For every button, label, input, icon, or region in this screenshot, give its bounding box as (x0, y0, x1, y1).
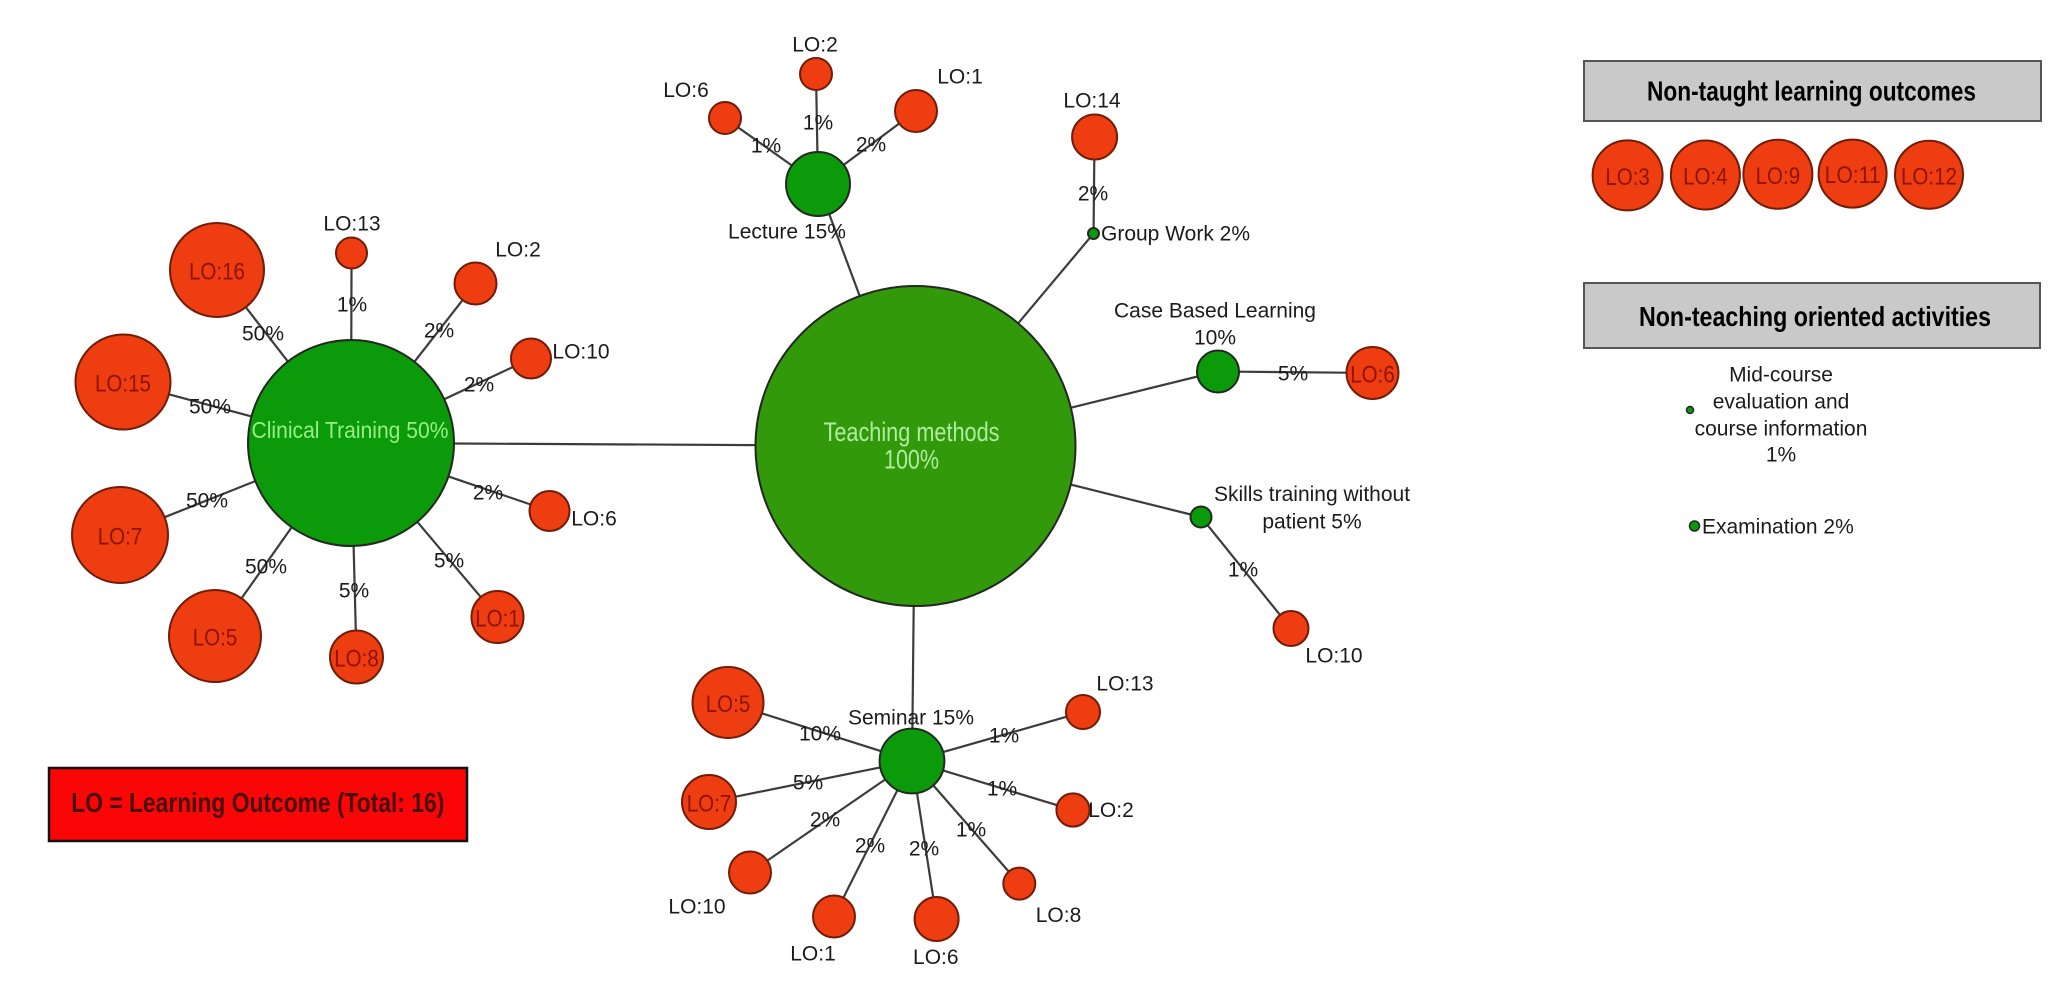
svg-text:1%: 1% (987, 777, 1017, 800)
svg-text:50%: 50% (242, 322, 284, 345)
svg-text:2%: 2% (856, 133, 886, 156)
svg-text:LO:11: LO:11 (1825, 162, 1881, 189)
svg-text:LO:4: LO:4 (1683, 164, 1728, 191)
svg-text:Teaching methods: Teaching methods (824, 417, 1000, 447)
svg-text:LO:9: LO:9 (1756, 163, 1801, 190)
svg-text:Non-teaching oriented activiti: Non-teaching oriented activities (1639, 301, 1991, 332)
svg-text:1%: 1% (1228, 558, 1258, 581)
svg-text:5%: 5% (793, 771, 823, 794)
svg-text:LO:10: LO:10 (1305, 644, 1362, 667)
svg-text:LO:3: LO:3 (1605, 164, 1650, 191)
svg-text:Examination 2%: Examination 2% (1702, 515, 1854, 538)
svg-text:5%: 5% (434, 549, 464, 572)
svg-text:50%: 50% (189, 395, 231, 418)
svg-text:1%: 1% (956, 818, 986, 841)
svg-text:1%: 1% (989, 724, 1019, 747)
svg-text:LO:8: LO:8 (334, 646, 379, 673)
svg-text:course information: course information (1695, 417, 1868, 440)
svg-text:LO:13: LO:13 (1096, 672, 1153, 695)
svg-text:5%: 5% (1278, 362, 1308, 385)
svg-text:LO:6: LO:6 (663, 79, 709, 102)
svg-text:LO:12: LO:12 (1901, 163, 1957, 190)
svg-text:Skills training without: Skills training without (1214, 483, 1410, 506)
svg-text:evaluation and: evaluation and (1713, 390, 1850, 413)
svg-text:Non-taught learning outcomes: Non-taught learning outcomes (1647, 76, 1976, 107)
svg-text:LO:2: LO:2 (792, 33, 838, 56)
svg-text:10%: 10% (1194, 326, 1236, 349)
svg-text:LO:7: LO:7 (687, 791, 732, 818)
svg-text:LO:2: LO:2 (1088, 799, 1134, 822)
svg-text:LO:1: LO:1 (790, 942, 836, 965)
svg-text:LO:13: LO:13 (323, 212, 380, 235)
svg-text:LO:1: LO:1 (937, 65, 983, 88)
svg-text:LO:1: LO:1 (475, 606, 520, 633)
svg-text:Seminar 15%: Seminar 15% (848, 706, 974, 729)
svg-text:1%: 1% (751, 134, 781, 157)
svg-text:10%: 10% (799, 722, 841, 745)
svg-text:LO:8: LO:8 (1036, 904, 1082, 927)
svg-text:LO:2: LO:2 (495, 238, 541, 261)
svg-text:LO:5: LO:5 (193, 625, 238, 652)
svg-text:2%: 2% (810, 808, 840, 831)
svg-text:2%: 2% (473, 481, 503, 504)
svg-text:1%: 1% (803, 111, 833, 134)
svg-text:LO:6: LO:6 (913, 946, 959, 969)
svg-text:LO:15: LO:15 (95, 371, 151, 398)
svg-text:2%: 2% (464, 373, 494, 396)
svg-text:2%: 2% (424, 319, 454, 342)
svg-text:50%: 50% (186, 489, 228, 512)
svg-text:5%: 5% (339, 579, 369, 602)
svg-text:1%: 1% (1766, 443, 1796, 466)
svg-text:LO:14: LO:14 (1063, 89, 1121, 112)
svg-text:2%: 2% (1078, 182, 1108, 205)
svg-text:Mid-course: Mid-course (1729, 363, 1833, 386)
svg-text:Lecture 15%: Lecture 15% (728, 220, 846, 243)
svg-text:LO = Learning Outcome (Total:: LO = Learning Outcome (Total: 16) (71, 787, 444, 818)
svg-text:Case Based Learning: Case Based Learning (1114, 299, 1316, 322)
svg-text:2%: 2% (855, 834, 885, 857)
svg-text:LO:6: LO:6 (1350, 362, 1395, 389)
svg-text:2%: 2% (909, 837, 939, 860)
svg-text:Clinical Training 50%: Clinical Training 50% (252, 417, 449, 443)
svg-text:LO:6: LO:6 (571, 507, 617, 530)
svg-text:LO:7: LO:7 (98, 524, 143, 551)
svg-text:LO:10: LO:10 (668, 895, 725, 918)
svg-text:LO:10: LO:10 (552, 340, 609, 363)
svg-text:patient 5%: patient 5% (1262, 510, 1361, 533)
svg-text:100%: 100% (884, 445, 939, 475)
svg-text:Group Work 2%: Group Work 2% (1101, 222, 1250, 245)
svg-text:LO:5: LO:5 (706, 691, 751, 718)
svg-text:1%: 1% (337, 293, 367, 316)
svg-text:50%: 50% (245, 555, 287, 578)
svg-text:LO:16: LO:16 (189, 259, 245, 286)
